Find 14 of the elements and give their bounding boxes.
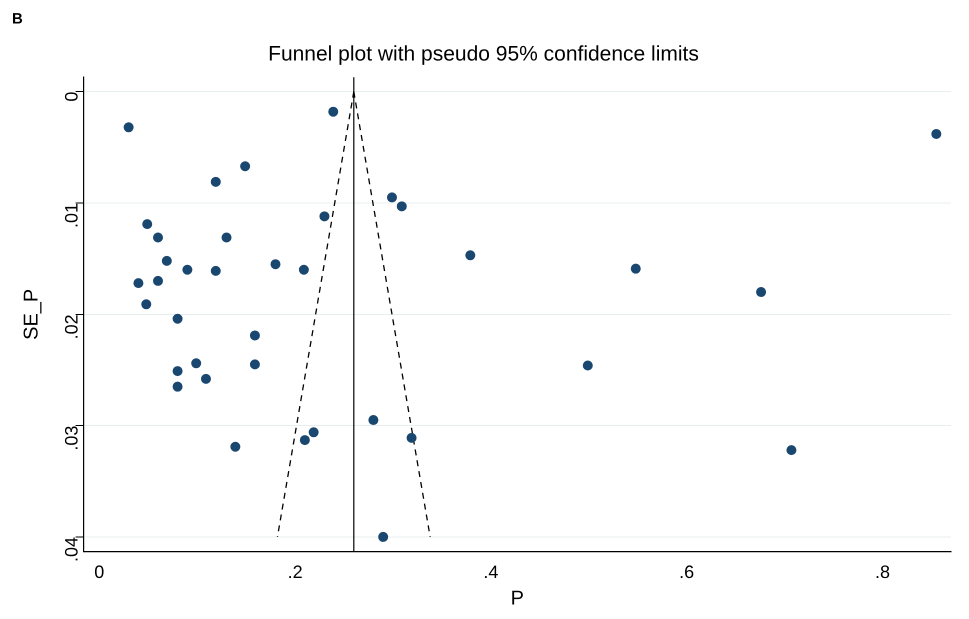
y-tick-label: .03 [62,426,82,451]
x-tick-label: .6 [679,562,694,582]
x-tick-label: .8 [874,562,890,582]
x-tick-label: .4 [483,562,498,582]
y-tick-label: .01 [62,202,82,228]
text: B [12,10,23,28]
y-tick-label: 0 [62,92,82,102]
x-tick-label: 0 [94,562,104,582]
y-tick-label: .04 [62,536,82,562]
y-tick-label: .02 [62,314,82,340]
x-tick-label: .2 [288,562,303,582]
y-axis-title: SE_P [20,288,43,340]
x-axis-title: P [510,588,524,610]
chart-title: Funnel plot with pseudo 95% confidence limits [268,42,699,66]
